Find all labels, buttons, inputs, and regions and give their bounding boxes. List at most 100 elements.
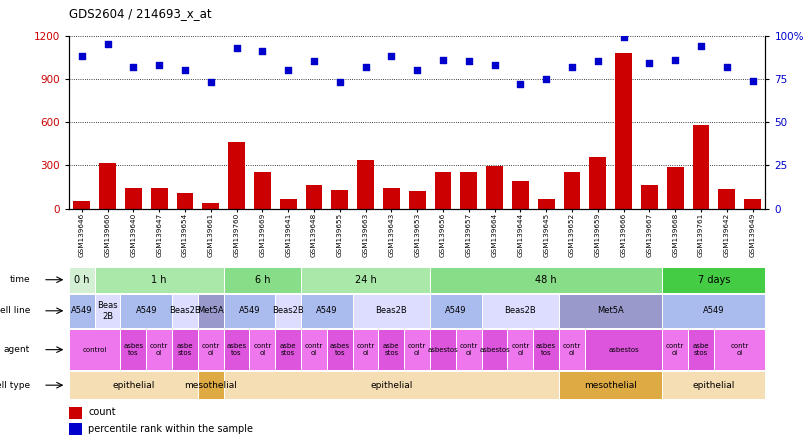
Bar [74,201,90,209]
Bar [383,188,399,209]
Bar [279,198,296,209]
Text: mesothelial: mesothelial [584,381,637,390]
Bar [564,172,580,209]
Point [411,67,424,74]
Point [282,67,295,74]
Text: Beas2B: Beas2B [376,306,407,315]
Bar [172,294,198,328]
Bar [275,329,301,370]
Text: Beas
2B: Beas 2B [97,301,118,321]
Text: percentile rank within the sample: percentile rank within the sample [88,424,253,434]
Text: mesothelial: mesothelial [185,381,237,390]
Point [256,48,269,55]
Point [643,59,656,67]
Text: A549: A549 [239,306,260,315]
Text: asbes
tos: asbes tos [330,343,350,356]
Text: asbestos: asbestos [480,347,510,353]
Bar [275,294,301,328]
Bar [301,267,430,293]
Bar [512,181,529,209]
Bar [352,294,430,328]
Text: contr
ol: contr ol [666,343,684,356]
Bar [559,294,663,328]
Point [694,42,707,49]
Text: 6 h: 6 h [254,275,270,285]
Bar [585,329,663,370]
Bar [693,125,710,209]
Text: contr
ol: contr ol [563,343,581,356]
Bar [125,188,142,209]
Bar [228,142,245,209]
Point [178,67,191,74]
Bar [301,329,327,370]
Point [101,41,114,48]
Point [204,79,217,86]
Point [385,53,398,60]
Point [720,63,733,70]
Bar [430,329,456,370]
Bar [533,329,559,370]
Text: cell type: cell type [0,381,30,390]
Bar [121,329,147,370]
Point [359,63,372,70]
Text: asbes
tos: asbes tos [123,343,143,356]
Bar [615,53,632,209]
Text: asbes
tos: asbes tos [536,343,556,356]
Text: asbe
stos: asbe stos [383,343,399,356]
Bar [718,189,735,209]
Bar [69,329,121,370]
Bar [486,166,503,209]
Text: asbes
tos: asbes tos [227,343,246,356]
Text: asbestos: asbestos [428,347,458,353]
Text: 24 h: 24 h [355,275,377,285]
Point [514,80,526,87]
Bar [147,329,172,370]
Bar [430,267,663,293]
Text: 48 h: 48 h [535,275,557,285]
Point [230,44,243,51]
Bar [409,191,425,209]
Text: Beas2B: Beas2B [505,306,536,315]
Point [127,63,140,70]
Bar [202,203,220,209]
Text: contr
ol: contr ol [305,343,323,356]
Point [669,56,682,63]
Text: asbe
stos: asbe stos [177,343,194,356]
Bar [224,294,275,328]
Text: 7 days: 7 days [697,275,730,285]
Text: Beas2B: Beas2B [272,306,304,315]
Text: 0 h: 0 h [74,275,89,285]
Bar [198,371,224,399]
Point [437,56,450,63]
Text: Met5A: Met5A [597,306,624,315]
Bar [434,172,451,209]
Text: control: control [83,347,107,353]
Bar [482,329,507,370]
Point [333,79,346,86]
Bar [198,294,224,328]
Bar [688,329,714,370]
Text: contr
ol: contr ol [254,343,271,356]
Text: A549: A549 [71,306,92,315]
Bar [121,294,172,328]
Bar [69,423,82,435]
Bar [69,267,95,293]
Text: Beas2B: Beas2B [169,306,201,315]
Bar [714,329,765,370]
Text: Met5A: Met5A [198,306,224,315]
Text: asbestos: asbestos [608,347,639,353]
Text: asbe
stos: asbe stos [280,343,296,356]
Bar [224,371,559,399]
Bar [559,329,585,370]
Text: cell line: cell line [0,306,30,315]
Text: contr
ol: contr ol [408,343,426,356]
Point [591,58,604,65]
Text: A549: A549 [135,306,157,315]
Point [565,63,578,70]
Text: A549: A549 [316,306,338,315]
Bar [69,371,198,399]
Bar [590,157,606,209]
Bar [95,267,224,293]
Bar [744,199,761,209]
Bar [460,172,477,209]
